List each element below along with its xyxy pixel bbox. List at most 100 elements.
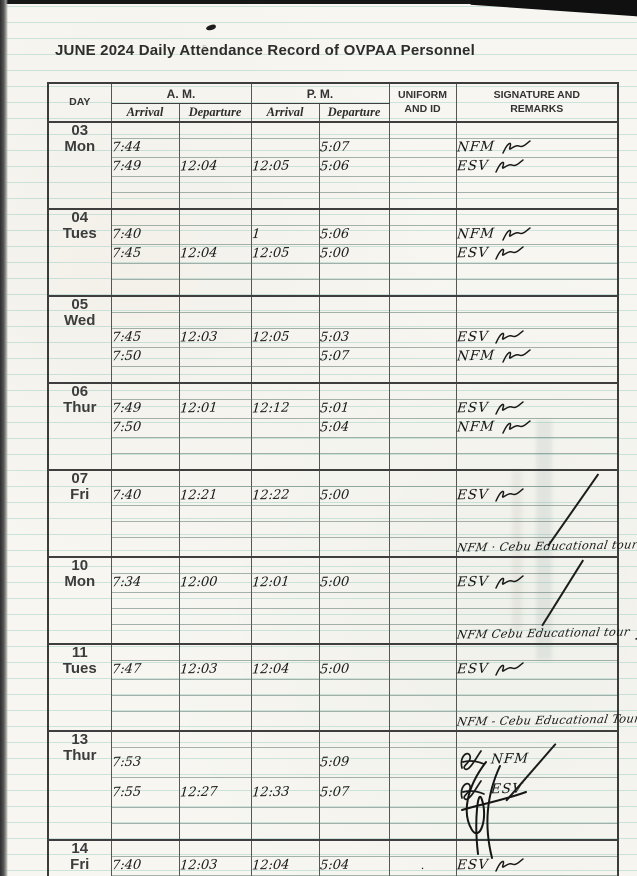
- day-name: Tues: [62, 660, 97, 677]
- handwritten-pm-departure: 5:00: [318, 487, 350, 504]
- header-signature-and-remarks: SIGNATURE AND REMARKS: [455, 82, 619, 123]
- uniform-cell: [388, 807, 457, 824]
- am-departure-cell: [178, 418, 252, 438]
- uniform-cell: [388, 192, 457, 210]
- pm-departure-cell: 5:00: [318, 486, 390, 506]
- signature-cell: [455, 312, 619, 329]
- am-arrival-cell: 7:49: [110, 399, 180, 419]
- pm-arrival-cell: [250, 453, 320, 471]
- pm-departure-cell: [318, 366, 390, 384]
- signature-cell: NFM - Cebu Educational Tour: [455, 711, 637, 732]
- handwritten-pm-departure: 5:06: [318, 226, 350, 243]
- am-arrival-cell: 7:50: [110, 347, 180, 367]
- am-arrival-cell: [110, 556, 180, 574]
- header-pm-departure: Departure: [318, 103, 390, 123]
- am-departure-cell: [178, 138, 252, 158]
- uniform-cell: [388, 295, 457, 313]
- signature-cell: NFM: [455, 138, 619, 158]
- handwritten-pm-arrival: 12:05: [250, 245, 290, 262]
- handwritten-pm-departure: 5:04: [318, 419, 350, 436]
- header-signature-line2: REMARKS: [510, 102, 564, 115]
- attendance-row: [48, 263, 619, 280]
- uniform-cell: [388, 437, 457, 454]
- pm-departure-cell: 5:03: [318, 328, 390, 348]
- attendance-row: 07 Fri: [47, 469, 619, 558]
- am-arrival-cell: [110, 469, 180, 487]
- am-arrival-cell: [110, 192, 180, 210]
- am-arrival-cell: 7:40: [110, 856, 180, 876]
- am-departure-cell: [178, 839, 252, 857]
- handwritten-signature: NFM: [455, 347, 496, 365]
- attendance-row: [48, 608, 619, 625]
- attendance-row: [48, 453, 619, 471]
- day-cell: 13 Thur: [47, 730, 112, 841]
- am-departure-cell: [178, 295, 252, 313]
- am-arrival-cell: 7:40: [110, 225, 180, 245]
- day-name: Wed: [64, 312, 96, 329]
- pm-departure-cell: 5:04: [318, 418, 390, 438]
- uniform-cell: [388, 556, 457, 574]
- signature-cell: ESV: [455, 573, 619, 593]
- pm-departure-cell: [318, 312, 390, 329]
- am-departure-cell: [178, 556, 252, 574]
- am-departure-cell: [178, 263, 252, 280]
- handwritten-pm-departure: 5:07: [318, 784, 350, 800]
- handwritten-pm-departure: 5:06: [318, 158, 350, 175]
- handwritten-signature: ESV: [455, 328, 490, 346]
- pm-arrival-cell: [250, 608, 320, 625]
- handwritten-pm-departure: 5:01: [318, 400, 350, 417]
- day-block-06: 06 Thur 7:49 12:01 12:12 5:01 ESV 7:50 5:04 NFM: [47, 382, 619, 471]
- uniform-cell: [388, 418, 457, 438]
- pm-departure-cell: [318, 592, 390, 609]
- attendance-row: 7:49 12:04 12:05 5:06 ESV: [48, 157, 619, 177]
- attendance-row: 03 Mon: [47, 121, 619, 210]
- am-departure-cell: [178, 437, 252, 454]
- header-uniform-line2: AND ID: [404, 102, 441, 115]
- signature-cell: NFM: [455, 347, 619, 367]
- pm-arrival-cell: [250, 695, 320, 712]
- am-arrival-cell: 7:47: [110, 660, 180, 680]
- signature-entry: ESV: [456, 574, 525, 591]
- pm-departure-cell: [318, 807, 390, 824]
- signature-entry: NFM: [456, 225, 531, 243]
- uniform-cell: [388, 366, 457, 384]
- day-name: Thur: [63, 747, 97, 764]
- attendance-row: [48, 695, 619, 712]
- uniform-cell: [388, 695, 457, 712]
- signature-scribble-icon: [460, 750, 485, 771]
- signature-scribble-icon: [495, 575, 525, 589]
- pm-arrival-cell: 12:01: [250, 573, 320, 593]
- handwritten-signature: ESV: [455, 244, 490, 262]
- header-pm: P. M.: [250, 82, 390, 104]
- handwritten-signature: NFM · Cebu Educational tour: [455, 537, 637, 555]
- am-departure-cell: [178, 312, 252, 329]
- am-arrival-cell: [110, 382, 180, 400]
- pm-departure-cell: 5:04: [318, 856, 390, 876]
- handwritten-pm-arrival: 12:05: [250, 329, 290, 346]
- uniform-cell: [388, 225, 457, 245]
- handwritten-am-arrival: 7:49: [110, 400, 142, 417]
- handwritten-am-arrival: 7:53: [110, 754, 142, 770]
- am-departure-cell: 12:03: [178, 328, 252, 348]
- handwritten-am-departure: 12:03: [178, 857, 218, 874]
- am-arrival-cell: 7:53: [110, 747, 180, 778]
- am-departure-cell: [178, 208, 252, 226]
- am-departure-cell: [178, 279, 252, 297]
- day-name: Fri: [70, 486, 90, 503]
- pm-arrival-cell: 12:12: [250, 399, 320, 419]
- uniform-cell: [388, 643, 457, 661]
- day-block-05: 05 Wed 7:45 12:03 12:05 5:03 ESV 7:50 5:07 NFM: [47, 295, 619, 384]
- signature-cell: [455, 505, 619, 522]
- pm-departure-cell: [318, 624, 390, 645]
- signature-scribble-icon: [495, 330, 525, 344]
- signature-cell: [455, 208, 619, 226]
- am-departure-cell: 12:01: [178, 399, 252, 419]
- handwritten-pm-departure: 5:00: [318, 574, 350, 591]
- day-block-03: 03 Mon 7:44 5:07 NFM 7:49 12:04 12:05 5:06 ESV: [47, 121, 619, 210]
- am-arrival-cell: [110, 312, 180, 329]
- day-block-04: 04 Tues 7:40 1 5:06 NFM 7:45 12:04 12:05 5:00 ESV: [47, 208, 619, 297]
- uniform-cell: [388, 823, 457, 841]
- pm-arrival-cell: [250, 747, 320, 778]
- signature-scribble-icon: [460, 780, 485, 801]
- handwritten-am-departure: 12:21: [178, 487, 218, 504]
